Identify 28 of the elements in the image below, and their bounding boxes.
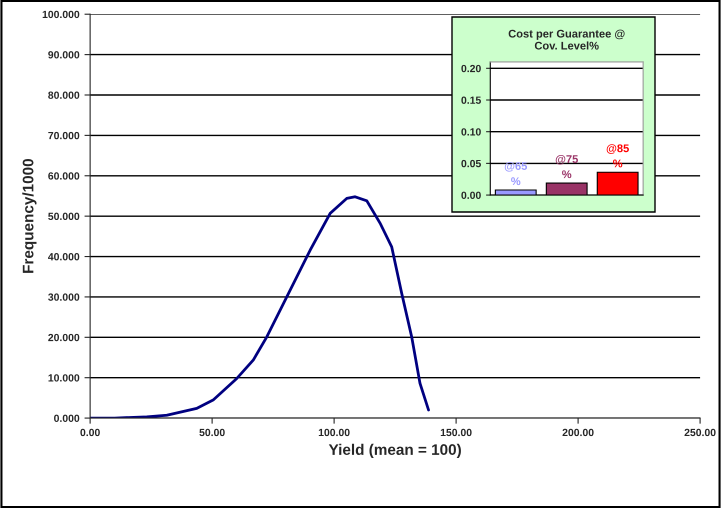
x-tick-label: 200.00 [562,428,594,436]
y-tick-label: 0.20 [461,64,481,72]
x-tick-label: 250.00 [684,428,716,436]
x-tick-label: 50.00 [199,428,225,436]
y-tick-label: 90.000 [48,51,80,58]
y-tick-label: 0.05 [461,160,481,168]
chart-title: Cost per Guarantee @ Cov. Level% [508,30,625,50]
y-tick-label: 20.000 [48,334,80,342]
y-tick-label: 100.000 [42,10,80,18]
x-tick-label: 150.00 [440,428,472,436]
y-tick-label: 0.15 [461,96,481,104]
y-tick-label: 70.000 [48,132,80,140]
y-tick-label: 80.000 [48,91,80,99]
x-tick-label: @75 % [556,154,578,178]
y-tick-label: 0.000 [54,414,80,422]
x-tick-label: @65 % [504,162,528,186]
y-axis-title: Frequency/1000 [22,159,37,273]
y-tick-label: 40.000 [48,253,80,260]
y-tick-label: 50.000 [48,212,80,220]
y-tick-label: 10.000 [48,374,80,382]
y-tick-label: 60.000 [48,172,80,180]
x-tick-label: 100.00 [318,428,350,436]
y-tick-label: 0.00 [461,192,481,199]
y-tick-label: 30.000 [48,293,80,301]
x-tick-label: 0.00 [80,428,100,436]
line-series [90,195,430,418]
y-tick-label: 0.10 [461,128,481,136]
x-axis-title: Yield (mean = 100) [328,444,461,458]
